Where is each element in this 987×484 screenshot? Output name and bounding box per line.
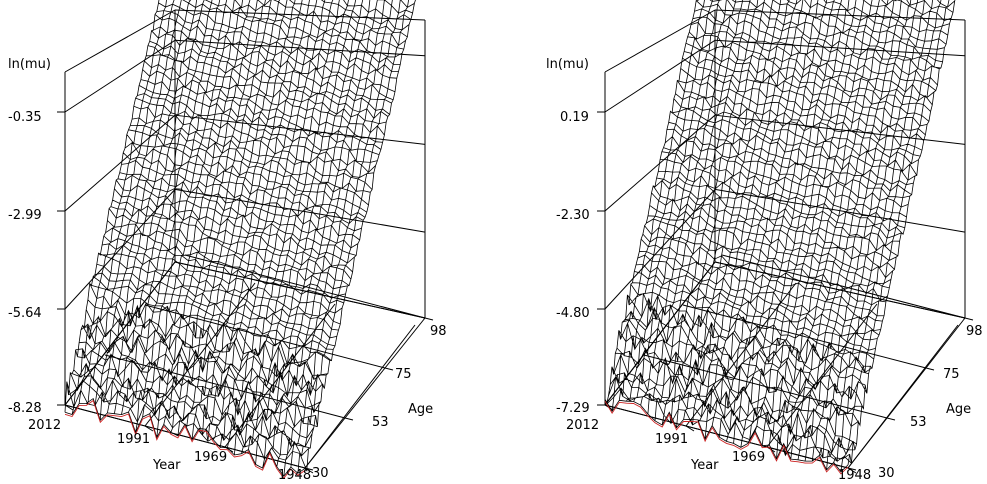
- x-tick-label: 1948: [278, 468, 311, 483]
- x-tick-label: 1948: [838, 468, 871, 483]
- x-tick-label: 1969: [732, 450, 765, 465]
- surface-wireframe: [64, 0, 416, 477]
- y-tick-label: 53: [910, 415, 927, 430]
- y-tick-label: 53: [372, 415, 389, 430]
- z-tick-label: -7.29: [556, 401, 590, 416]
- plot-box-right: [597, 9, 974, 474]
- z-tick-label: -2.30: [556, 208, 590, 223]
- surface-plot-left: ln(mu) -0.35 -2.99 -5.64 -8.28 2012 1991…: [8, 0, 447, 483]
- z-axis-label-right: ln(mu): [546, 57, 589, 72]
- y-axis-label-left: Age: [408, 402, 433, 417]
- x-axis-label-left: Year: [152, 458, 181, 473]
- y-tick-label: 98: [966, 324, 983, 339]
- y-tick-label: 75: [395, 367, 412, 382]
- x-tick-label: 2012: [566, 418, 599, 433]
- z-tick-label: -2.99: [8, 208, 42, 223]
- y-axis-label-right: Age: [946, 402, 971, 417]
- surface-wireframe: [604, 0, 956, 473]
- surface-plot-right: ln(mu) 0.19 -2.30 -4.80 -7.29 2012 1991 …: [546, 0, 983, 483]
- z-tick-label: -0.35: [8, 110, 42, 125]
- z-tick-label: 0.19: [560, 110, 589, 125]
- surface-front-edge: [64, 399, 306, 479]
- x-tick-label: 1991: [117, 432, 150, 447]
- surface-front-edge: [604, 400, 849, 475]
- surface-mesh-right: [604, 0, 956, 475]
- y-tick-label: 75: [943, 367, 960, 382]
- x-tick-label: 1991: [655, 432, 688, 447]
- z-tick-label: -5.64: [8, 306, 42, 321]
- x-tick-label: 1969: [194, 450, 227, 465]
- z-axis-label-left: ln(mu): [8, 57, 51, 72]
- surface-mesh-left: [64, 0, 416, 479]
- z-tick-label: -4.80: [556, 306, 590, 321]
- z-tick-label: -8.28: [8, 401, 42, 416]
- y-tick-label: 30: [312, 466, 329, 481]
- y-tick-label: 98: [430, 324, 447, 339]
- y-tick-label: 30: [878, 466, 895, 481]
- x-tick-label: 2012: [28, 418, 61, 433]
- x-axis-label-right: Year: [690, 458, 719, 473]
